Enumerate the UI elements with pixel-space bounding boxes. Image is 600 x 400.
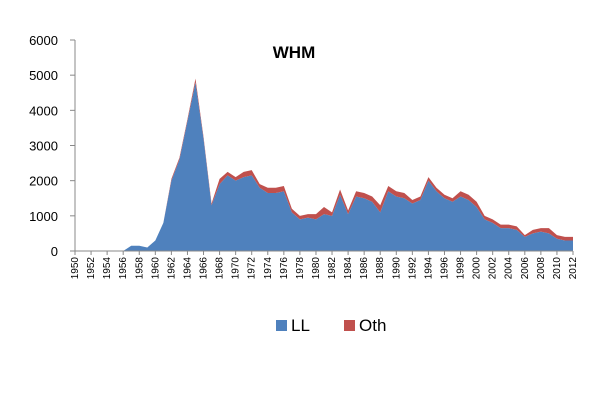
chart-title: WHM — [273, 43, 315, 62]
legend-label-oth: Oth — [359, 316, 386, 335]
x-tick-label: 2002 — [488, 257, 499, 280]
x-tick-label: 1958 — [134, 257, 145, 280]
area-series-oth — [75, 78, 573, 252]
x-tick-label: 1964 — [182, 257, 193, 280]
x-tick-label: 1986 — [359, 257, 370, 280]
legend: LL Oth — [276, 316, 386, 335]
y-tick-label: 3000 — [29, 139, 58, 154]
x-tick-label: 2008 — [536, 257, 547, 280]
x-tick-label: 1966 — [199, 257, 210, 280]
x-tick-label: 1994 — [423, 257, 434, 280]
x-tick-label: 1952 — [86, 257, 97, 280]
x-tick-label: 2000 — [472, 257, 483, 280]
x-tick-label: 1968 — [215, 257, 226, 280]
y-tick-label: 2000 — [29, 174, 58, 189]
legend-swatch-oth — [344, 320, 355, 331]
legend-swatch-ll — [276, 320, 287, 331]
x-tick-label: 1992 — [407, 257, 418, 280]
x-tick-label: 2006 — [520, 257, 531, 280]
x-tick-label: 1960 — [150, 257, 161, 280]
x-tick-label: 2004 — [504, 257, 515, 280]
area-series-ll — [75, 82, 573, 251]
x-tick-label: 2012 — [568, 257, 579, 280]
legend-label-ll: LL — [291, 316, 310, 335]
y-tick-label: 5000 — [29, 68, 58, 83]
y-tick-label: 6000 — [29, 33, 58, 48]
y-tick-label: 1000 — [29, 209, 58, 224]
x-tick-label: 1980 — [311, 257, 322, 280]
x-tick-label: 2010 — [552, 257, 563, 280]
x-tick-label: 1996 — [439, 257, 450, 280]
x-tick-label: 1978 — [295, 257, 306, 280]
x-tick-label: 1974 — [263, 257, 274, 280]
plot-area — [75, 78, 573, 252]
y-tick-label: 0 — [51, 244, 58, 259]
y-axis: 0 1000 2000 3000 4000 5000 6000 — [29, 33, 76, 259]
x-tick-label: 1962 — [166, 257, 177, 280]
x-tick-label: 1954 — [102, 257, 113, 280]
x-axis: 1950 1952 1954 1956 1958 1960 1962 1964 1966 1968… — [70, 250, 579, 280]
x-tick-label: 1988 — [375, 257, 386, 280]
x-tick-label: 1972 — [247, 257, 258, 280]
x-tick-label: 1998 — [456, 257, 467, 280]
x-tick-label: 1970 — [231, 257, 242, 280]
x-tick-label: 1984 — [343, 257, 354, 280]
x-tick-label: 1950 — [70, 257, 81, 280]
y-tick-label: 4000 — [29, 103, 58, 118]
x-tick-label: 1982 — [327, 257, 338, 280]
x-tick-label: 1990 — [391, 257, 402, 280]
x-tick-label: 1956 — [118, 257, 129, 280]
x-tick-label: 1976 — [279, 257, 290, 280]
